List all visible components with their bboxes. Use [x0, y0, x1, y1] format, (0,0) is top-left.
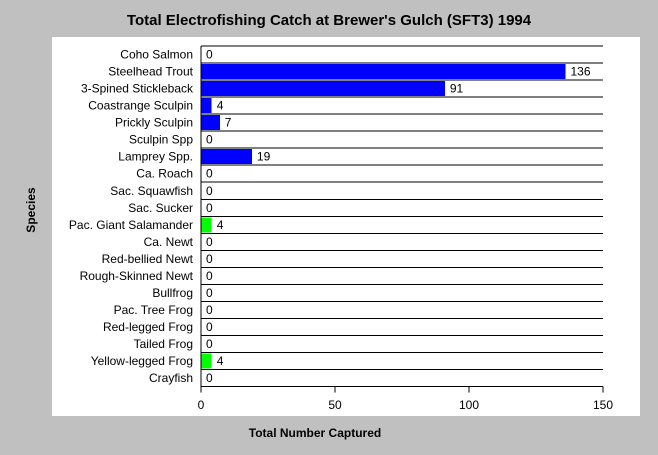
data-label: 19 — [257, 150, 271, 164]
x-axis-label: Total Number Captured — [248, 426, 382, 440]
y-tick-label: Prickly Sculpin — [115, 116, 193, 130]
y-tick-label: 3-Spined Stickleback — [81, 82, 194, 96]
x-tick-label: 150 — [593, 398, 613, 412]
x-tick-label: 100 — [459, 398, 479, 412]
bar — [201, 64, 566, 80]
data-label: 0 — [206, 269, 213, 283]
data-label: 0 — [206, 303, 213, 317]
bar — [201, 353, 212, 369]
data-label: 0 — [206, 286, 213, 300]
data-label: 0 — [206, 235, 213, 249]
data-label: 0 — [206, 320, 213, 334]
y-tick-label: Red-bellied Newt — [102, 252, 194, 266]
y-tick-label: Rough-Skinned Newt — [80, 269, 194, 283]
bar — [201, 115, 220, 131]
y-tick-label: Steelhead Trout — [108, 65, 193, 79]
y-tick-label: Ca. Roach — [136, 167, 193, 181]
y-tick-label: Coho Salmon — [120, 48, 193, 62]
y-tick-label: Pac. Giant Salamander — [69, 218, 193, 232]
chart-title: Total Electrofishing Catch at Brewer's G… — [126, 12, 532, 29]
y-tick-label: Crayfish — [149, 371, 193, 385]
y-tick-label: Bullfrog — [152, 286, 193, 300]
data-label: 136 — [570, 65, 590, 79]
data-label: 7 — [225, 116, 232, 130]
y-tick-label: Sac. Squawfish — [110, 184, 193, 198]
data-label: 0 — [206, 201, 213, 215]
x-tick-label: 50 — [328, 398, 342, 412]
y-tick-label: Coastrange Sculpin — [88, 99, 193, 113]
bar — [201, 81, 445, 97]
x-tick-label: 0 — [198, 398, 205, 412]
data-label: 0 — [206, 133, 213, 147]
data-label: 91 — [450, 82, 464, 96]
y-tick-label: Lamprey Spp. — [118, 150, 193, 164]
data-label: 4 — [217, 354, 224, 368]
data-label: 0 — [206, 167, 213, 181]
data-label: 4 — [217, 99, 224, 113]
y-tick-label: Red-legged Frog — [103, 320, 193, 334]
bar — [201, 217, 212, 233]
y-tick-label: Sculpin Spp — [129, 133, 193, 147]
data-label: 0 — [206, 48, 213, 62]
data-label: 4 — [217, 218, 224, 232]
bar — [201, 98, 212, 114]
data-label: 0 — [206, 371, 213, 385]
data-label: 0 — [206, 337, 213, 351]
y-tick-label: Tailed Frog — [134, 337, 193, 351]
y-tick-label: Ca. Newt — [144, 235, 194, 249]
y-tick-label: Yellow-legged Frog — [91, 354, 193, 368]
y-axis-label: Species — [24, 187, 38, 233]
y-tick-label: Pac. Tree Frog — [114, 303, 193, 317]
data-label: 0 — [206, 184, 213, 198]
bar — [201, 149, 252, 165]
y-tick-label: Sac. Sucker — [128, 201, 193, 215]
data-label: 0 — [206, 252, 213, 266]
